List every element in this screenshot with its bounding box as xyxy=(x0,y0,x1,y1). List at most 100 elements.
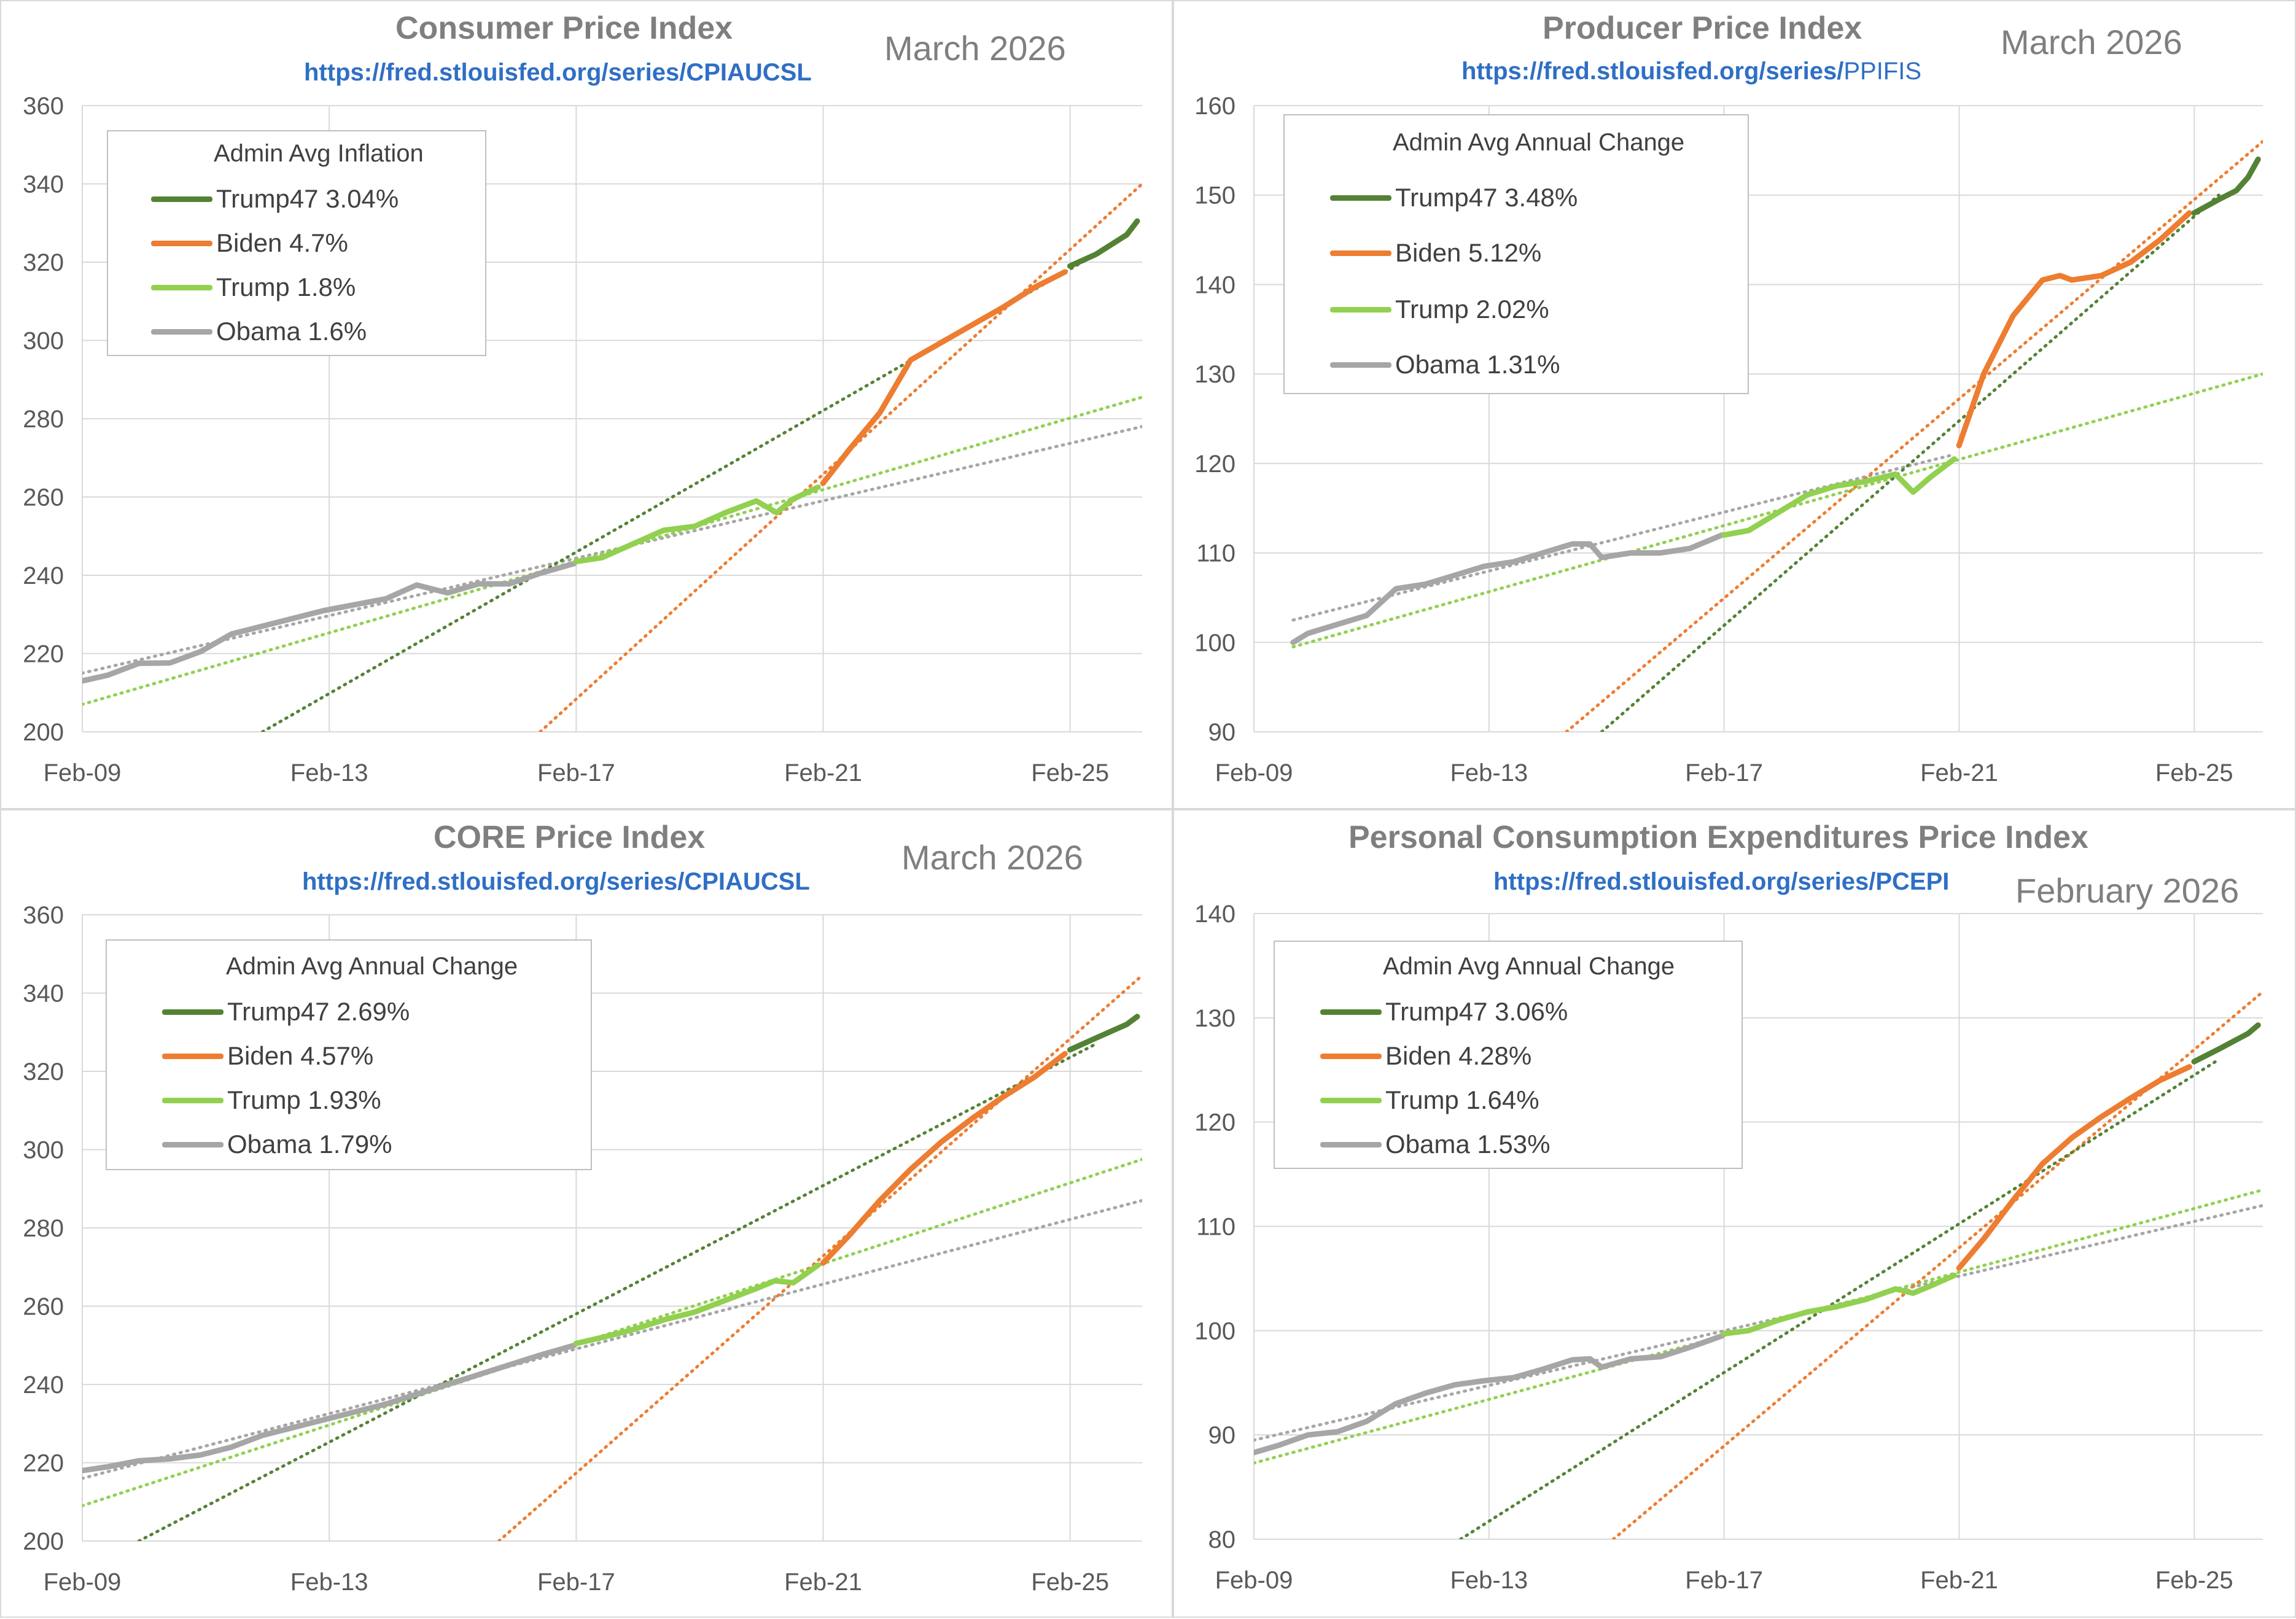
series-biden xyxy=(820,1050,1068,1266)
chart-pce: 80 90 100 110 120 130 140 Feb-09 Feb-13 Feb-17 Feb… xyxy=(1194,901,2263,1594)
series-obama-trend xyxy=(1254,1204,2263,1442)
series-obama xyxy=(1290,532,1725,645)
legend: Admin Avg Annual Change Trump47 3.48% Bi… xyxy=(1283,114,1749,394)
x-tick-label: Feb-25 xyxy=(1031,759,1109,786)
legend-item-trump: Trump 1.93% xyxy=(162,1085,381,1115)
series-trump xyxy=(573,484,821,565)
x-tick-label: Feb-09 xyxy=(44,1569,122,1596)
x-tick-label: Feb-25 xyxy=(1031,1569,1109,1596)
legend-item-biden: Biden 4.57% xyxy=(162,1041,373,1071)
y-tick-label: 150 xyxy=(1194,182,1236,209)
y-tick-label: 340 xyxy=(23,171,64,198)
legend-item-trump47: Trump47 2.69% xyxy=(162,997,410,1027)
chart-title: Consumer Price Index xyxy=(395,10,733,46)
series-trump xyxy=(573,1262,821,1346)
x-tick-label: Feb-09 xyxy=(44,759,122,786)
chart-title: CORE Price Index xyxy=(434,820,706,855)
y-tick-label: 360 xyxy=(23,902,64,929)
chart-panel-pce: 80 90 100 110 120 130 140 Feb-09 Feb-13 Feb-17 Feb… xyxy=(1173,809,2296,1618)
x-tick-label: Feb-13 xyxy=(1450,759,1528,786)
series-trump47-trend xyxy=(260,252,1098,732)
x-tick-label: Feb-21 xyxy=(784,1569,862,1596)
series-trump-trend xyxy=(1291,372,2263,649)
series-trump xyxy=(1721,1272,1957,1337)
y-tick-label: 300 xyxy=(23,1137,64,1164)
series-biden xyxy=(1956,1064,2192,1271)
y-tick-label: 200 xyxy=(23,719,64,746)
legend-item-obama: Obama 1.31% xyxy=(1330,350,1560,379)
x-tick-label: Feb-17 xyxy=(1685,1567,1763,1594)
legend-item-trump: Trump 2.02% xyxy=(1330,295,1549,324)
y-tick-label: 280 xyxy=(23,406,64,433)
chart-date: February 2026 xyxy=(2015,871,2240,910)
legend: Admin Avg Annual Change Trump47 2.69% Bi… xyxy=(106,939,592,1170)
chart-date: March 2026 xyxy=(901,838,1083,877)
legend-title: Admin Avg Annual Change xyxy=(226,953,518,980)
y-tick-label: 240 xyxy=(23,562,64,589)
x-tick-label: Feb-09 xyxy=(1215,1567,1293,1594)
series-obama-trend xyxy=(82,1198,1142,1480)
y-tick-label: 130 xyxy=(1194,1005,1236,1032)
x-tick-label: Feb-25 xyxy=(2155,759,2233,786)
x-tick-label: Feb-17 xyxy=(1685,759,1763,786)
series-trump47-trend xyxy=(137,1042,1098,1541)
legend-item-biden: Biden 4.7% xyxy=(151,228,348,258)
chart-source-link[interactable]: https://fred.stlouisfed.org/series/CPIAU… xyxy=(304,59,812,86)
y-tick-label: 140 xyxy=(1194,271,1236,298)
series-obama xyxy=(82,1342,577,1473)
legend-item-trump47: Trump47 3.04% xyxy=(151,184,399,214)
chart-source-link[interactable]: https://fred.stlouisfed.org/series/CPIAU… xyxy=(302,868,810,895)
legend-item-obama: Obama 1.6% xyxy=(151,317,367,346)
legend-title: Admin Avg Annual Change xyxy=(1393,129,1685,156)
y-tick-label: 320 xyxy=(23,249,64,276)
x-tick-label: Feb-17 xyxy=(537,759,615,786)
series-trump47 xyxy=(2191,156,2261,216)
y-tick-label: 260 xyxy=(23,484,64,511)
y-tick-label: 160 xyxy=(1194,93,1236,120)
y-tick-label: 100 xyxy=(1194,629,1236,656)
legend: Admin Avg Inflation Trump47 3.04% Biden … xyxy=(107,130,486,356)
y-tick-label: 110 xyxy=(1196,1214,1236,1241)
series-trump47-trend xyxy=(1459,1058,2220,1539)
chart-date: March 2026 xyxy=(884,29,1066,68)
x-tick-label: Feb-13 xyxy=(290,1569,368,1596)
x-tick-label: Feb-21 xyxy=(1920,759,1998,786)
series-biden-trend xyxy=(497,974,1142,1541)
legend-item-trump47: Trump47 3.06% xyxy=(1320,997,1568,1027)
x-tick-label: Feb-09 xyxy=(1215,759,1293,786)
chart-panel-ppi: 90 100 110 120 130 140 150 160 Feb-09 Feb-13 Feb-1… xyxy=(1173,0,2296,809)
legend-title: Admin Avg Inflation xyxy=(214,140,424,167)
legend-item-obama: Obama 1.79% xyxy=(162,1130,392,1159)
chart-source-link[interactable]: https://fred.stlouisfed.org/series/PCEPI xyxy=(1493,868,1950,895)
y-tick-label: 130 xyxy=(1194,361,1236,388)
y-tick-label: 90 xyxy=(1208,1422,1236,1449)
y-tick-label: 340 xyxy=(23,980,64,1008)
y-tick-label: 240 xyxy=(23,1372,64,1399)
x-tick-label: Feb-13 xyxy=(1450,1567,1528,1594)
y-tick-label: 220 xyxy=(23,641,64,668)
y-tick-label: 280 xyxy=(23,1215,64,1242)
series-trump-trend xyxy=(82,395,1142,706)
chart-source-link[interactable]: https://fred.stlouisfed.org/series/PPIFI… xyxy=(1461,58,1922,85)
x-tick-label: Feb-21 xyxy=(1920,1567,1998,1594)
y-tick-label: 320 xyxy=(23,1058,64,1085)
y-tick-label: 110 xyxy=(1196,540,1236,567)
series-obama xyxy=(1254,1333,1725,1456)
series-trump47 xyxy=(2191,1022,2261,1065)
series-trump xyxy=(1721,456,1957,538)
series-obama xyxy=(82,561,577,684)
chart-ppi: 90 100 110 120 130 140 150 160 Feb-09 Feb-13 Feb-1… xyxy=(1194,93,2263,786)
legend-item-trump47: Trump47 3.48% xyxy=(1330,183,1578,212)
legend-item-trump: Trump 1.64% xyxy=(1320,1085,1539,1115)
series-trump47 xyxy=(1067,218,1140,269)
y-tick-label: 80 xyxy=(1208,1526,1236,1553)
series-biden xyxy=(1956,210,2192,449)
y-tick-label: 140 xyxy=(1194,901,1236,928)
legend-item-obama: Obama 1.53% xyxy=(1320,1130,1551,1159)
series-trump47 xyxy=(1067,1014,1140,1053)
y-tick-label: 120 xyxy=(1194,451,1236,478)
chart-date: March 2026 xyxy=(2001,23,2182,61)
x-tick-label: Feb-17 xyxy=(537,1569,615,1596)
x-tick-label: Feb-25 xyxy=(2155,1567,2233,1594)
x-tick-label: Feb-21 xyxy=(784,759,862,786)
